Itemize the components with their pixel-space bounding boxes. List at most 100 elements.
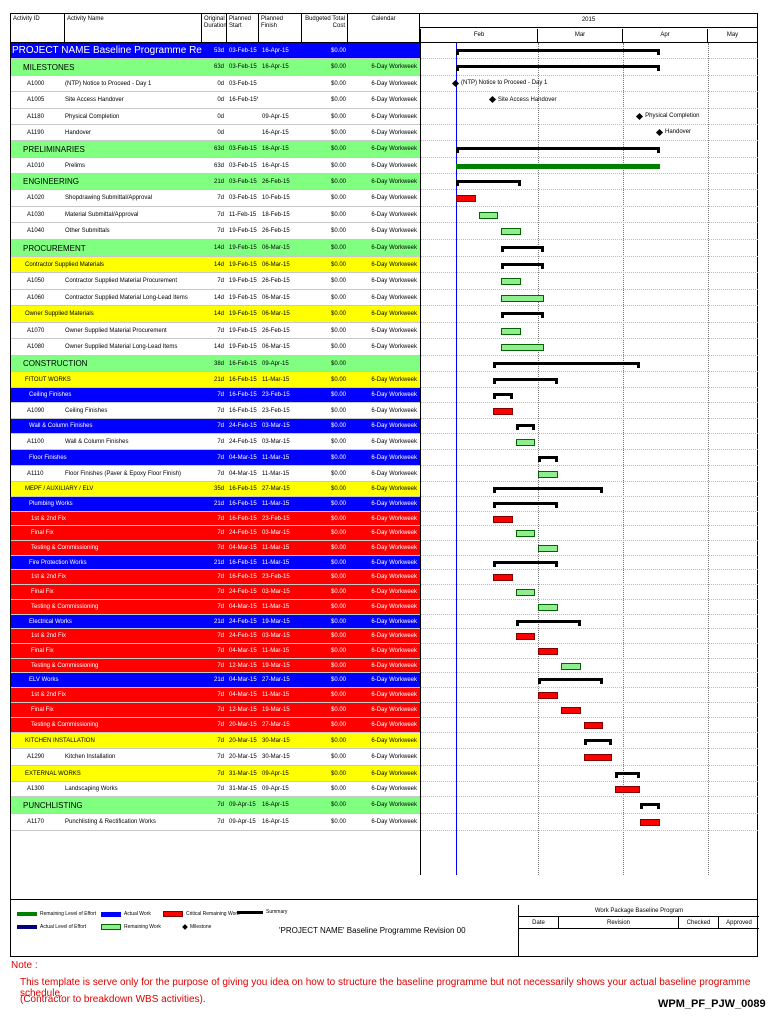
activity-bar[interactable] [501,228,522,235]
wbs-row[interactable]: Final Fix 7d 04-Mar-15 11-Mar-15 $0.00 6-Day … [11,644,420,659]
wbs-row[interactable]: MEPF / AUXILIARY / ELV 35d 16-Feb-15 27-Mar… [11,482,420,497]
wbs-row[interactable]: PRELIMINARIES 63d 03-Feb-15 16-Apr-15 $0.00 6… [11,141,420,158]
summary-bar[interactable] [456,48,660,55]
wbs-row[interactable]: Testing & Commissioning 7d 20-Mar-15 27-Mar… [11,718,420,733]
summary-bar[interactable] [501,262,544,269]
activity-row[interactable]: A1010 Prelims 63d 03-Feb-15 16-Apr-15 $0.00 6-… [11,158,420,174]
wbs-row[interactable]: Testing & Commissioning 7d 04-Mar-15 11-Mar… [11,600,420,615]
wbs-row[interactable]: Fire Protection Works 21d 16-Feb-15 11-Mar-… [11,556,420,570]
activity-bar[interactable] [515,589,536,596]
wbs-row[interactable]: Plumbing Works 21d 16-Feb-15 11-Mar-15 $0.00… [11,497,420,512]
critical-bar[interactable] [492,407,513,415]
wbs-row[interactable]: Electrical Works 21d 24-Feb-15 19-Mar-15 $0.… [11,615,420,629]
critical-bar[interactable] [538,648,558,655]
activity-bar[interactable] [515,530,536,537]
critical-bar[interactable] [515,633,536,640]
activity-row[interactable]: A1005 Site Access Handover 0d 16-Feb-15* $0.… [11,92,420,109]
wbs-row[interactable]: EXTERNAL WORKS 7d 31-Mar-15 09-Apr-15 $0.00 6… [11,766,420,782]
summary-bar[interactable] [640,803,660,809]
activity-row[interactable]: A1090 Ceiling Finishes 7d 16-Feb-15 23-Feb-1… [11,403,420,419]
activity-row[interactable]: A1000 (NTP) Notice to Proceed - Day 1 0d 03… [11,76,420,92]
milestone-marker[interactable]: Physical Completion [636,112,700,120]
activity-bar[interactable] [538,604,558,611]
summary-bar[interactable] [583,738,613,745]
critical-bar[interactable] [583,722,604,729]
milestone-marker[interactable]: (NTP) Notice to Proceed - Day 1 [451,79,547,87]
wbs-row[interactable]: MILESTONES 63d 03-Feb-15 16-Apr-15 $0.00 6-Da… [11,59,420,76]
activity-row[interactable]: A1300 Landscaping Works 7d 31-Mar-15 09-Apr-… [11,782,420,797]
activity-bar[interactable] [478,211,499,219]
wbs-row[interactable]: PROJECT NAME Baseline Programme Rev. 00 5… [11,43,420,59]
wbs-row[interactable]: Testing & Commissioning 7d 04-Mar-15 11-Mar… [11,541,420,556]
critical-bar[interactable] [614,786,641,793]
activity-row[interactable]: A1060 Contractor Supplied Material Long-L… [11,290,420,306]
wbs-row[interactable]: 1st & 2nd Fix 7d 04-Mar-15 11-Mar-15 $0.00 6-… [11,688,420,703]
summary-bar[interactable] [515,424,536,430]
wbs-row[interactable]: CONSTRUCTION 38d 16-Feb-15 09-Apr-15 $0.00 [11,356,420,372]
activity-row[interactable]: A1180 Physical Completion 0d 09-Apr-15 $0.00… [11,109,420,125]
wbs-row[interactable]: Final Fix 7d 12-Mar-15 19-Mar-15 $0.00 6-Day … [11,703,420,718]
critical-bar[interactable] [583,754,612,761]
wbs-row[interactable]: ELV Works 21d 04-Mar-15 27-Mar-15 $0.00 6-Day… [11,673,420,688]
wbs-row[interactable]: PUNCHLISTING 7d 09-Apr-15 16-Apr-15 $0.00 6-D… [11,797,420,814]
activity-row[interactable]: A1290 Kitchen Installation 7d 20-Mar-15 30-M… [11,749,420,766]
wbs-row[interactable]: 1st & 2nd Fix 7d 16-Feb-15 23-Feb-15 $0.00 6-… [11,570,420,585]
critical-bar[interactable] [492,515,513,523]
wbs-row[interactable]: Wall & Column Finishes 7d 24-Feb-15 03-Mar-… [11,419,420,434]
wbs-row[interactable]: Ceiling Finishes 7d 16-Feb-15 23-Feb-15 $0.0… [11,388,420,403]
wbs-row[interactable]: Floor Finishes 7d 04-Mar-15 11-Mar-15 $0.00 6… [11,450,420,466]
activity-row[interactable]: A1190 Handover 0d 16-Apr-15 $0.00 6-Day Workw… [11,125,420,141]
activity-bar[interactable] [501,278,522,285]
activity-row[interactable]: A1050 Contractor Supplied Material Procur… [11,273,420,290]
wbs-row[interactable]: KITCHEN INSTALLATION 7d 20-Mar-15 30-Mar-15… [11,733,420,749]
wbs-row[interactable]: FITOUT WORKS 21d 16-Feb-15 11-Mar-15 $0.00 6-… [11,372,420,388]
activity-row[interactable]: A1030 Material Submittal/Approval 7d 11-Feb… [11,207,420,223]
summary-bar[interactable] [456,179,522,186]
wbs-row[interactable]: Testing & Commissioning 7d 12-Mar-15 19-Mar… [11,659,420,673]
activity-bar[interactable] [515,438,536,446]
critical-bar[interactable] [640,819,660,826]
summary-bar[interactable] [492,502,559,508]
summary-bar[interactable] [492,377,559,384]
wbs-row[interactable]: PROCUREMENT 14d 19-Feb-15 06-Mar-15 $0.00 6-D… [11,240,420,257]
summary-bar[interactable] [456,147,660,153]
summary-bar[interactable] [492,487,604,493]
summary-bar[interactable] [501,246,544,252]
activity-bar[interactable] [501,294,544,302]
summary-bar[interactable] [515,619,581,626]
activity-row[interactable]: A1040 Other Submittals 7d 19-Feb-15 26-Feb-1… [11,223,420,240]
activity-row[interactable]: A1080 Owner Supplied Material Long-Lead I… [11,339,420,356]
summary-bar[interactable] [501,312,544,318]
critical-bar[interactable] [560,707,581,714]
activity-row[interactable]: A1020 Shopdrawing Submittal/Approval 7d 03-… [11,190,420,207]
critical-bar[interactable] [538,692,558,699]
milestone-marker[interactable]: Handover [655,128,691,136]
summary-bar[interactable] [614,771,641,778]
wbs-row[interactable]: Final Fix 7d 24-Feb-15 03-Mar-15 $0.00 6-Day … [11,526,420,541]
milestone-marker[interactable]: Site Access Handover [488,95,557,104]
activity-bar[interactable] [501,344,544,351]
wbs-row[interactable]: Contractor Supplied Materials 14d 19-Feb-1… [11,257,420,273]
summary-bar[interactable] [492,361,641,368]
summary-bar[interactable] [492,393,513,399]
summary-bar[interactable] [492,560,559,567]
activity-bar[interactable] [538,470,558,478]
critical-bar[interactable] [492,574,513,581]
wbs-row[interactable]: 1st & 2nd Fix 7d 24-Feb-15 03-Mar-15 $0.00 6-… [11,629,420,644]
wbs-row[interactable]: Owner Supplied Materials 14d 19-Feb-15 06-M… [11,306,420,323]
activity-bar[interactable] [538,545,558,552]
wbs-row[interactable]: ENGINEERING 21d 03-Feb-15 26-Feb-15 $0.00 6-D… [11,174,420,190]
wbs-row[interactable]: Final Fix 7d 24-Feb-15 03-Mar-15 $0.00 6-Day … [11,585,420,600]
summary-bar[interactable] [538,678,604,684]
activity-row[interactable]: A1100 Wall & Column Finishes 7d 24-Feb-15 03… [11,434,420,450]
activity-row[interactable]: A1110 Floor Finishes (Paver & Epoxy Floor… [11,466,420,482]
level-of-effort-bar[interactable] [456,163,660,169]
activity-row[interactable]: A1170 Punchlisting & Rectification Works 7… [11,814,420,831]
summary-bar[interactable] [456,65,660,71]
activity-bar[interactable] [560,662,581,670]
activity-bar[interactable] [501,327,522,335]
wbs-row[interactable]: 1st & 2nd Fix 7d 16-Feb-15 23-Feb-15 $0.00 6-… [11,512,420,526]
activity-row[interactable]: A1070 Owner Supplied Material Procurement… [11,323,420,339]
critical-bar[interactable] [456,195,476,202]
summary-bar[interactable] [538,455,558,462]
